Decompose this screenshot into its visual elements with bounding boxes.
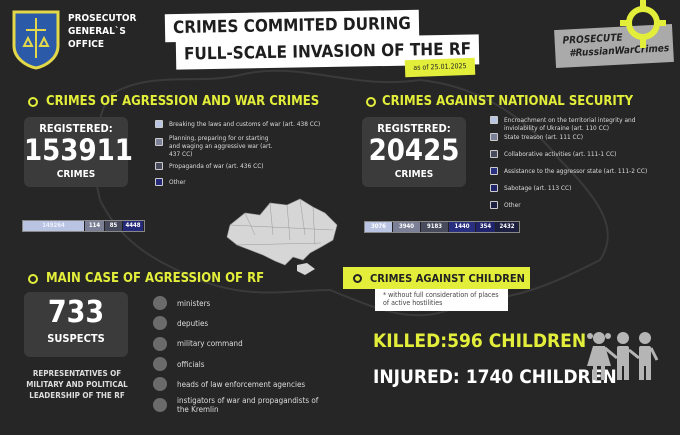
bullet-dot <box>153 377 167 391</box>
registered-label: REGISTERED: <box>377 122 451 135</box>
bar-segment: 3940 <box>393 222 421 232</box>
legend-label: Other <box>504 201 521 209</box>
bar-segment: 354 <box>476 222 496 232</box>
bar-segment: 149264 <box>23 221 85 231</box>
bullet-dot <box>153 398 167 412</box>
legend-item: State treason (art. 111 CC) <box>490 133 680 141</box>
section-title-children: CRIMES AGAINST CHILDREN <box>370 271 525 285</box>
list-item-label: instigators of war and propagandists of … <box>177 396 319 414</box>
bar-segment: 1440 <box>449 222 476 232</box>
legend-label: Planning, preparing for or starting and … <box>169 134 273 158</box>
legend-label: Breaking the laws and customs of war (ar… <box>169 120 321 128</box>
children-header: CRIMES AGAINST CHILDREN <box>343 267 530 289</box>
date-tag: as of 25.01.2025 <box>404 57 476 78</box>
list-item-label: heads of law enforcement agencies <box>177 379 306 389</box>
legend-label: Encroachment on the territorial integrit… <box>504 116 636 132</box>
org-name: PROSECUTOR GENERAL`S OFFICE <box>68 12 136 51</box>
bar-segment: 3076 <box>365 222 393 232</box>
suspects-count: 733 <box>47 295 105 330</box>
war-crimes-legend: Breaking the laws and customs of war (ar… <box>155 120 345 186</box>
list-item-label: deputies <box>177 318 209 328</box>
legend-swatch <box>490 116 498 124</box>
injured-children: INJURED: 1740 CHILDREN <box>373 366 617 388</box>
bar-segment: 114 <box>85 221 105 231</box>
national-security-registered-box: REGISTERED: 20425 CRIMES <box>362 117 466 187</box>
list-item-label: officials <box>177 359 205 369</box>
legend-label: Propaganda of war (art. 436 CC) <box>169 162 264 170</box>
list-item-label: military command <box>177 339 243 348</box>
legend-swatch <box>490 133 498 141</box>
list-item: instigators of war and propagandists of … <box>153 394 323 416</box>
registered-count: 153911 <box>24 133 133 167</box>
target-icon <box>28 274 38 284</box>
list-item: heads of law enforcement agencies <box>153 374 323 394</box>
legend-item: Planning, preparing for or starting and … <box>155 134 275 158</box>
bullet-dot <box>153 296 167 310</box>
legend-item: Collaborative activities (art. 111-1 CC) <box>490 150 680 158</box>
legend-item: Sabotage (art. 113 CC) <box>490 184 680 192</box>
target-icon <box>28 97 38 107</box>
legend-swatch <box>155 178 163 186</box>
org-line: PROSECUTOR <box>68 13 137 24</box>
org-line: GENERAL`S <box>68 26 126 37</box>
list-item: military command <box>153 333 323 354</box>
list-item: deputies <box>153 313 323 333</box>
bullet-dot <box>153 357 167 371</box>
legend-item: Other <box>490 201 680 209</box>
bar-segment: 2432 <box>496 222 519 232</box>
target-icon <box>353 273 362 283</box>
national-security-bar: 3076 3940 9183 1440 354 2432 <box>364 221 520 233</box>
legend-swatch <box>155 162 163 170</box>
legend-label: Other <box>169 178 186 186</box>
legend-item: Encroachment on the territorial integrit… <box>490 116 640 132</box>
suspects-box: 733 SUSPECTS <box>24 292 128 357</box>
legend-swatch <box>490 150 498 158</box>
registered-unit: CRIMES <box>56 169 96 180</box>
children-note: * without full consideration of places o… <box>375 289 508 311</box>
section-title-war-crimes: CRIMES OF AGRESSION AND WAR CRIMES <box>46 94 320 109</box>
org-line: OFFICE <box>68 39 105 50</box>
war-crimes-bar: 149264 114 85 4448 <box>22 220 145 232</box>
list-item-label: ministers <box>177 298 211 308</box>
legend-item: Breaking the laws and customs of war (ar… <box>155 120 345 128</box>
war-crimes-registered-box: REGISTERED: 153911 CRIMES <box>24 117 133 187</box>
suspects-list: ministers deputies military command offi… <box>153 293 323 416</box>
registered-label: REGISTERED: <box>39 122 113 135</box>
legend-swatch <box>490 184 498 192</box>
legend-label: Collaborative activities (art. 111-1 CC) <box>504 150 617 158</box>
killed-children: KILLED:596 CHILDREN <box>373 330 587 352</box>
registered-count: 20425 <box>368 133 460 167</box>
suspects-caption: REPRESENTATIVES OF MILITARY AND POLITICA… <box>26 369 128 400</box>
legend-swatch <box>490 201 498 209</box>
registered-unit: CRIMES <box>394 169 434 180</box>
list-item: ministers <box>153 293 323 313</box>
bullet-dot <box>153 336 167 351</box>
legend-label: Assistance to the aggressor state (art. … <box>504 167 648 175</box>
ukraine-map <box>226 198 338 275</box>
children-figures-icon <box>587 332 659 380</box>
legend-item: Propaganda of war (art. 436 CC) <box>155 162 345 170</box>
crosshair-logo-icon <box>620 0 666 48</box>
legend-item: Assistance to the aggressor state (art. … <box>490 167 680 175</box>
legend-swatch <box>155 120 163 128</box>
legend-label: Sabotage (art. 113 CC) <box>504 184 572 192</box>
legend-label: State treason (art. 111 CC) <box>504 133 583 141</box>
legend-item: Other <box>155 178 345 186</box>
suspects-unit: SUSPECTS <box>47 332 105 345</box>
target-icon <box>366 97 376 107</box>
bar-segment: 9183 <box>421 222 449 232</box>
section-title-main-case: MAIN CASE OF AGRESSION OF RF <box>46 271 265 286</box>
list-item: officials <box>153 354 323 374</box>
national-security-legend: Encroachment on the territorial integrit… <box>490 116 680 209</box>
bullet-dot <box>153 316 167 330</box>
section-title-national-security: CRIMES AGAINST NATIONAL SECURITY <box>382 94 634 109</box>
bar-segment: 85 <box>105 221 123 231</box>
legend-swatch <box>490 167 498 175</box>
legend-swatch <box>155 138 163 146</box>
bar-segment: 4448 <box>123 221 144 231</box>
prosecutor-emblem-logo <box>12 10 60 70</box>
